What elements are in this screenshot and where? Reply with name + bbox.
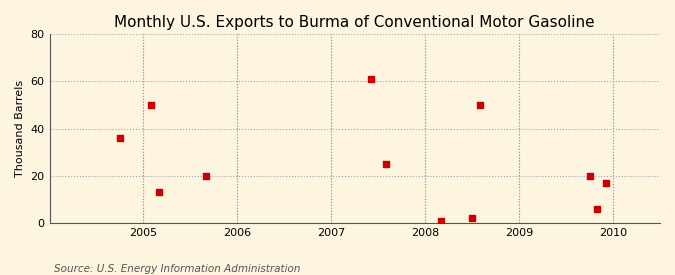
Y-axis label: Thousand Barrels: Thousand Barrels	[15, 80, 25, 177]
Point	[584, 174, 595, 178]
Point	[467, 216, 478, 221]
Point	[115, 136, 126, 140]
Point	[146, 103, 157, 107]
Point	[592, 207, 603, 211]
Point	[201, 174, 212, 178]
Title: Monthly U.S. Exports to Burma of Conventional Motor Gasoline: Monthly U.S. Exports to Burma of Convent…	[115, 15, 595, 30]
Point	[381, 162, 392, 166]
Text: Source: U.S. Energy Information Administration: Source: U.S. Energy Information Administ…	[54, 264, 300, 274]
Point	[436, 219, 447, 223]
Point	[600, 181, 611, 185]
Point	[365, 77, 376, 81]
Point	[475, 103, 485, 107]
Point	[154, 190, 165, 195]
